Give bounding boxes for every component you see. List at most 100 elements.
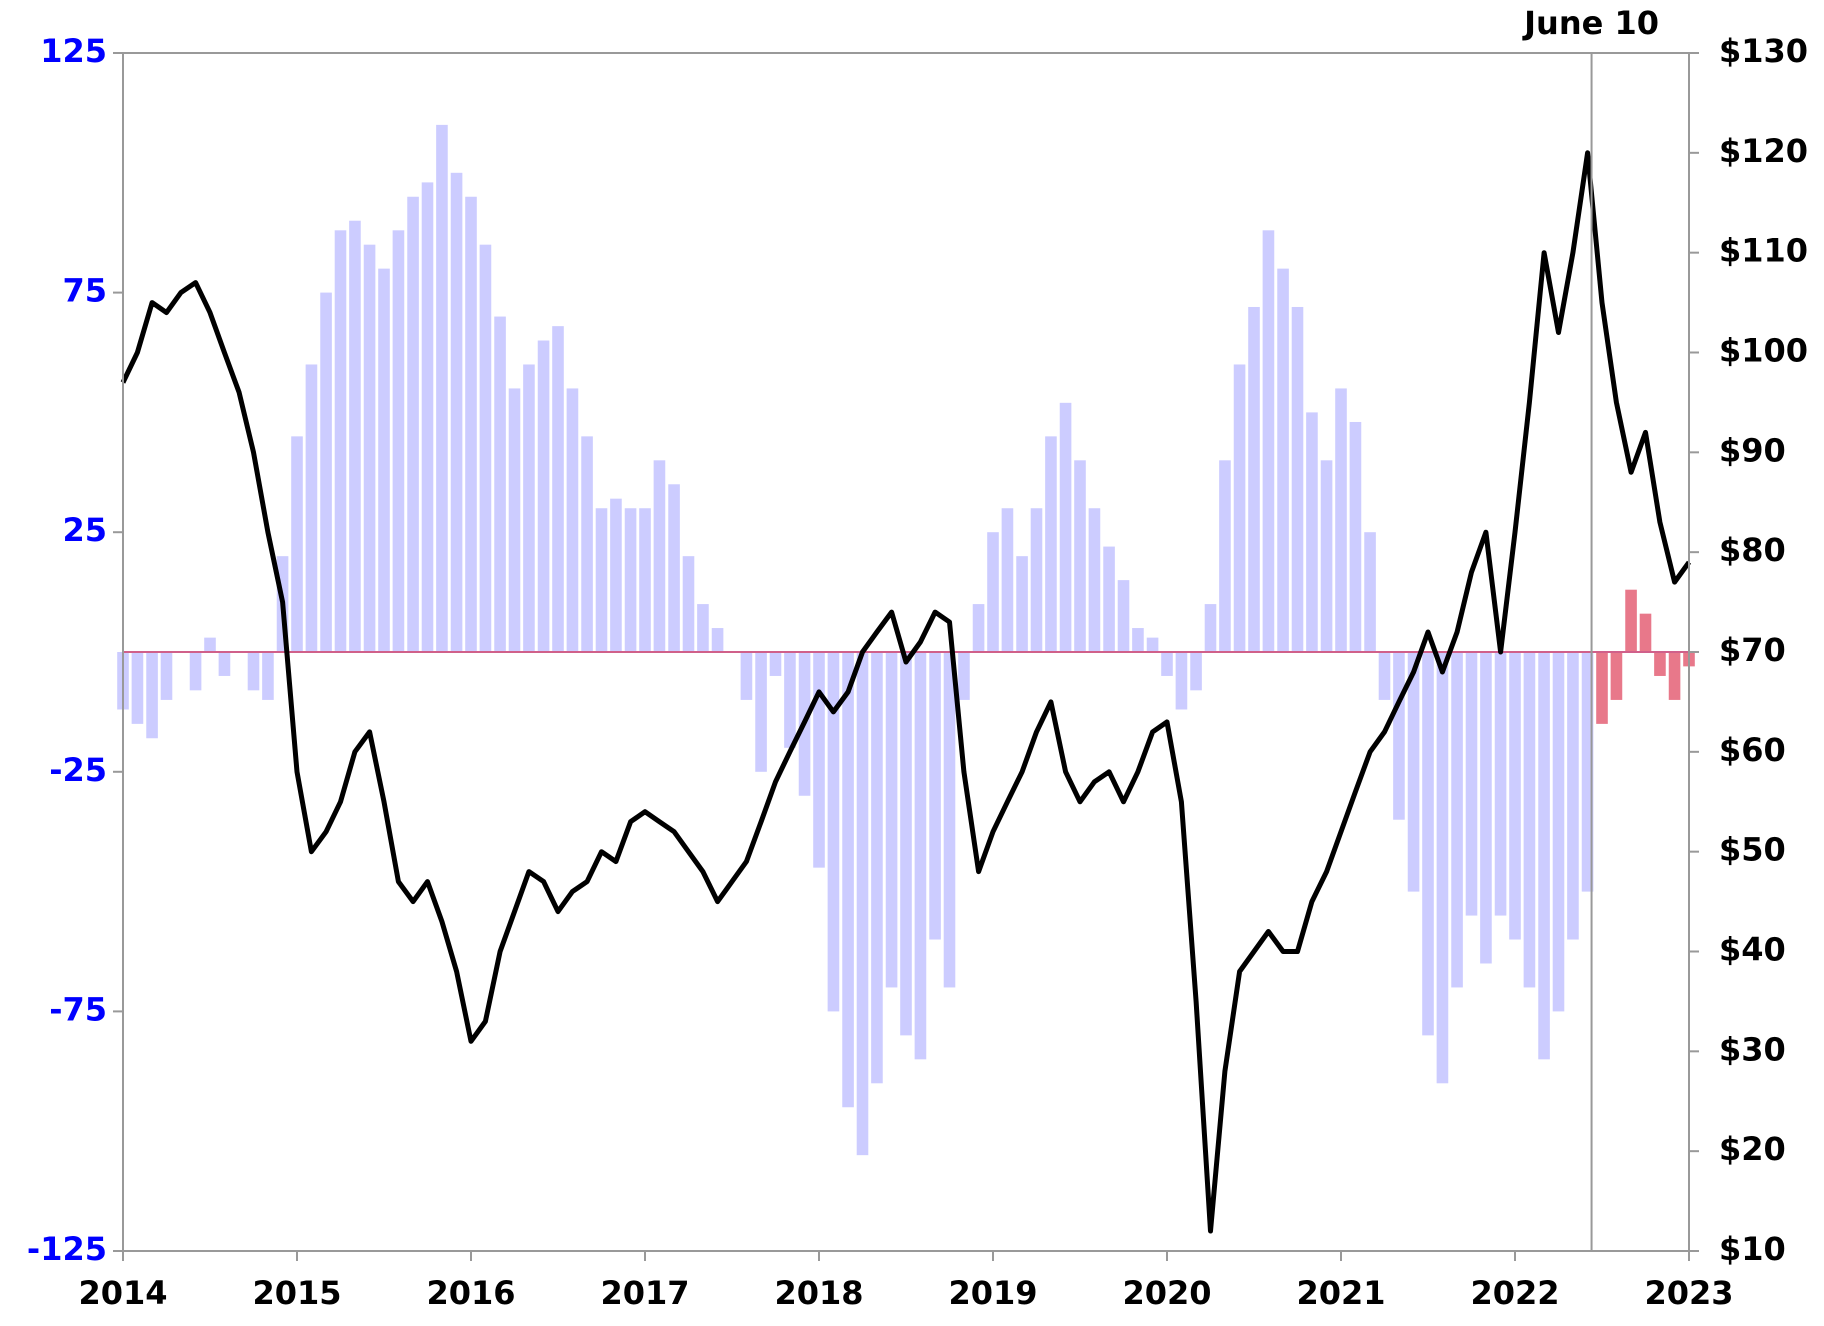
bar (1117, 580, 1130, 652)
annotation-label: June 10 (1522, 4, 1659, 42)
bar (262, 652, 274, 700)
y2-tick-label: $80 (1719, 531, 1786, 569)
bar (914, 652, 927, 1060)
bar (624, 508, 637, 652)
bar (1103, 546, 1115, 652)
bar (1045, 436, 1057, 652)
y2-tick-label: $100 (1719, 332, 1808, 370)
bar (972, 604, 985, 652)
bar (1610, 652, 1623, 700)
bar (160, 652, 173, 700)
bar (682, 556, 695, 652)
y2-tick-label: $70 (1719, 631, 1786, 669)
bar (711, 628, 724, 652)
bar (1320, 460, 1333, 652)
x-tick-label: 2016 (426, 1274, 515, 1312)
bar (363, 244, 376, 652)
bar (958, 652, 970, 700)
bar (1349, 421, 1362, 652)
y2-tick-label: $110 (1719, 232, 1808, 270)
bar (1277, 268, 1289, 652)
y-tick-label: -75 (49, 990, 107, 1028)
bar (1552, 652, 1565, 1012)
y2-tick-label: $50 (1719, 831, 1786, 869)
y-tick-label: 75 (62, 272, 107, 310)
bar (1567, 652, 1579, 940)
bar (1291, 306, 1304, 652)
bar (1465, 652, 1478, 916)
bar (1306, 412, 1318, 652)
bar (465, 196, 477, 652)
bar (1494, 652, 1507, 916)
bar (1639, 613, 1652, 652)
bar (1364, 532, 1376, 652)
bar (1001, 508, 1014, 652)
bar (1190, 652, 1202, 691)
bar (494, 316, 506, 652)
bar (1030, 508, 1043, 652)
bar (1451, 652, 1463, 988)
bar (508, 388, 521, 652)
bar (1509, 652, 1521, 940)
bar (1654, 652, 1666, 676)
price-line (120, 150, 1692, 1234)
bar (1581, 652, 1594, 892)
bar (1175, 652, 1188, 710)
bar (1204, 604, 1217, 652)
bar (1161, 652, 1173, 676)
bar (668, 484, 680, 652)
bar (1436, 652, 1449, 1084)
bar (146, 652, 158, 739)
bar (813, 652, 825, 868)
bar (769, 652, 782, 676)
bar (610, 498, 622, 652)
bar (827, 652, 840, 1012)
y2-tick-label: $60 (1719, 731, 1786, 769)
bar (537, 340, 550, 652)
bar (987, 532, 999, 652)
bar (943, 652, 956, 988)
bar (378, 268, 390, 652)
bar (566, 388, 579, 652)
bar (697, 604, 709, 652)
bar (856, 652, 869, 1156)
bar (653, 460, 666, 652)
bar (885, 652, 898, 988)
bar (218, 652, 231, 676)
bar (1523, 652, 1536, 988)
x-tick-label: 2019 (948, 1274, 1037, 1312)
bar (204, 637, 216, 652)
x-tick-label: 2020 (1122, 1274, 1211, 1312)
bar (450, 172, 463, 653)
bar (1668, 652, 1681, 700)
bar (291, 436, 303, 652)
bar (189, 652, 202, 691)
bar (436, 124, 448, 652)
bar (1248, 306, 1260, 652)
bar (581, 436, 593, 652)
y-tick-label: 25 (62, 511, 107, 549)
bar (1378, 652, 1391, 700)
bar (1074, 460, 1086, 652)
bar (784, 652, 796, 748)
bar (334, 230, 347, 652)
y2-tick-label: $40 (1719, 931, 1786, 969)
bar (1233, 364, 1246, 652)
y-tick-label: -125 (27, 1230, 107, 1268)
bar (871, 652, 883, 1084)
bar (1132, 628, 1144, 652)
y2-tick-label: $120 (1719, 132, 1808, 170)
y2-tick-label: $90 (1719, 431, 1786, 469)
x-tick-label: 2017 (600, 1274, 689, 1312)
y2-tick-label: $20 (1719, 1130, 1786, 1168)
y-tick-label: -25 (49, 751, 107, 789)
bar (1146, 637, 1159, 652)
bar (1016, 556, 1028, 652)
bar (1335, 388, 1347, 652)
bar (523, 364, 535, 652)
y2-tick-label: $10 (1719, 1230, 1786, 1268)
x-tick-label: 2014 (78, 1274, 167, 1312)
bar (1262, 230, 1275, 652)
bar (900, 652, 912, 1036)
